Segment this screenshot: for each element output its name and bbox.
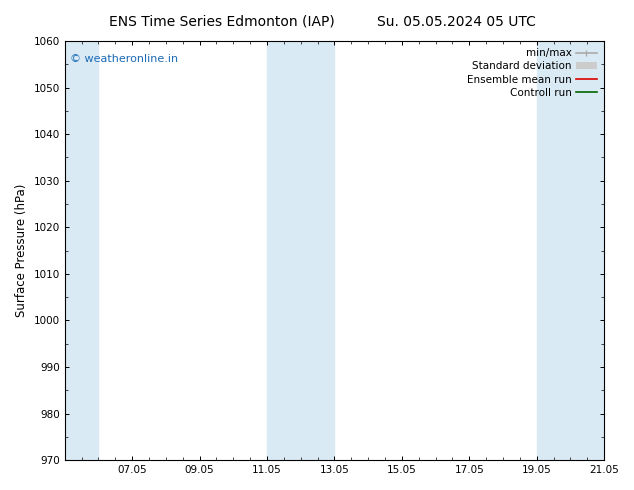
Bar (537, 41, 604, 460)
Text: © weatheronline.in: © weatheronline.in (70, 53, 178, 64)
Legend: min/max, Standard deviation, Ensemble mean run, Controll run: min/max, Standard deviation, Ensemble me… (465, 46, 599, 100)
Text: ENS Time Series Edmonton (IAP): ENS Time Series Edmonton (IAP) (109, 15, 335, 29)
Y-axis label: Surface Pressure (hPa): Surface Pressure (hPa) (15, 184, 28, 318)
Text: Su. 05.05.2024 05 UTC: Su. 05.05.2024 05 UTC (377, 15, 536, 29)
Bar (267, 41, 334, 460)
Bar (65, 41, 98, 460)
